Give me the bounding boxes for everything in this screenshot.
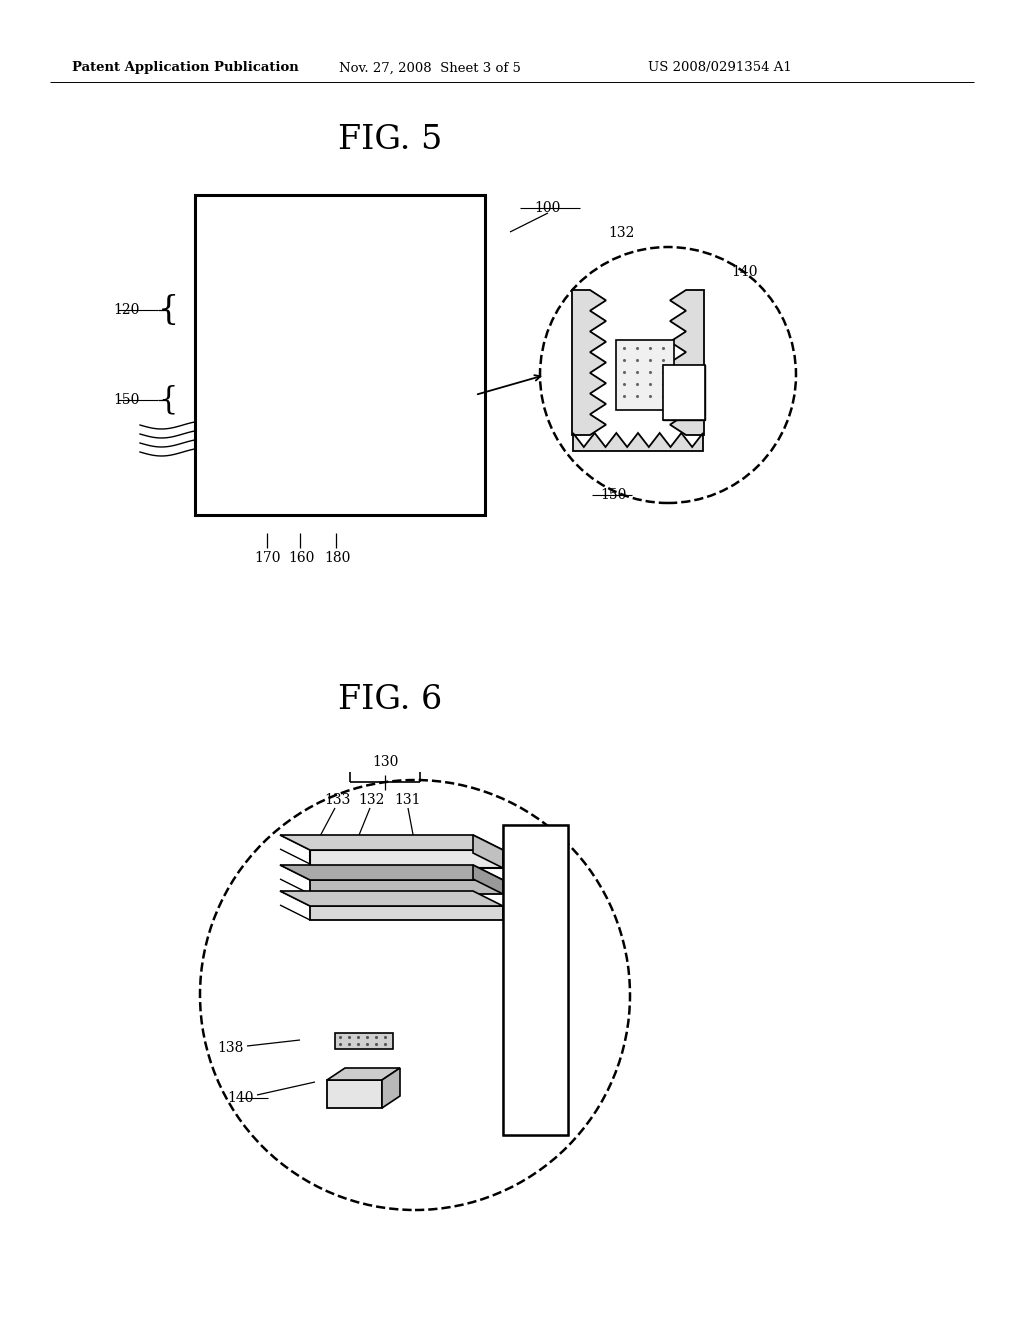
- Polygon shape: [473, 865, 503, 894]
- Bar: [203, 492, 477, 507]
- Text: 150: 150: [114, 393, 140, 407]
- Bar: [203, 338, 425, 345]
- Text: 123: 123: [203, 323, 228, 337]
- Text: 121: 121: [203, 312, 228, 325]
- Text: 131: 131: [394, 793, 421, 807]
- Bar: [203, 492, 477, 507]
- Text: 132: 132: [347, 218, 373, 232]
- Text: 153: 153: [203, 393, 228, 407]
- Bar: [203, 345, 425, 351]
- Polygon shape: [280, 891, 503, 906]
- Bar: [663, 366, 705, 420]
- Bar: [350, 360, 378, 425]
- Bar: [335, 1034, 393, 1049]
- Bar: [203, 351, 425, 359]
- Bar: [663, 366, 705, 420]
- Polygon shape: [280, 865, 503, 880]
- Bar: [195, 195, 485, 515]
- Polygon shape: [310, 850, 503, 869]
- Text: 140: 140: [227, 1092, 254, 1105]
- Text: US 2008/0291354 A1: US 2008/0291354 A1: [648, 62, 792, 74]
- Bar: [427, 203, 477, 469]
- Polygon shape: [670, 290, 705, 436]
- Text: 151: 151: [203, 381, 228, 395]
- Text: 124: 124: [203, 288, 228, 301]
- Text: {: {: [159, 384, 178, 416]
- Polygon shape: [473, 836, 503, 869]
- Circle shape: [540, 247, 796, 503]
- Text: FIG. 6: FIG. 6: [338, 684, 442, 715]
- Text: 133: 133: [325, 793, 351, 807]
- Polygon shape: [327, 1068, 400, 1080]
- Bar: [203, 327, 425, 338]
- Polygon shape: [280, 836, 503, 850]
- Text: 110: 110: [439, 215, 466, 228]
- Text: {: {: [158, 294, 178, 326]
- Text: Nov. 27, 2008  Sheet 3 of 5: Nov. 27, 2008 Sheet 3 of 5: [339, 62, 521, 74]
- Polygon shape: [573, 433, 703, 451]
- Bar: [195, 195, 485, 515]
- Polygon shape: [295, 203, 477, 327]
- Text: 138: 138: [218, 1041, 244, 1055]
- Text: 100: 100: [535, 201, 561, 215]
- Text: Patent Application Publication: Patent Application Publication: [72, 62, 298, 74]
- Polygon shape: [310, 880, 503, 894]
- Text: 150: 150: [601, 488, 627, 502]
- Text: 131: 131: [415, 226, 441, 240]
- Circle shape: [350, 407, 366, 422]
- Polygon shape: [382, 1068, 400, 1107]
- Bar: [203, 467, 423, 484]
- Text: 160: 160: [289, 550, 315, 565]
- Bar: [203, 467, 423, 484]
- Polygon shape: [572, 290, 606, 436]
- Text: 120: 120: [114, 304, 140, 317]
- Text: FIG. 5: FIG. 5: [338, 124, 442, 156]
- Bar: [350, 360, 378, 425]
- Bar: [503, 825, 568, 1135]
- Text: 170: 170: [255, 550, 282, 565]
- Circle shape: [200, 780, 630, 1210]
- Polygon shape: [327, 1080, 382, 1107]
- Polygon shape: [310, 906, 503, 920]
- Text: 155: 155: [203, 405, 228, 418]
- Text: 140: 140: [732, 265, 758, 279]
- Bar: [616, 341, 674, 411]
- Text: 122: 122: [203, 300, 228, 313]
- Text: 132: 132: [609, 226, 635, 240]
- Text: 180: 180: [324, 550, 350, 565]
- Text: 130: 130: [372, 755, 398, 770]
- Bar: [503, 825, 568, 1135]
- Text: 132: 132: [358, 793, 385, 807]
- Bar: [427, 203, 477, 469]
